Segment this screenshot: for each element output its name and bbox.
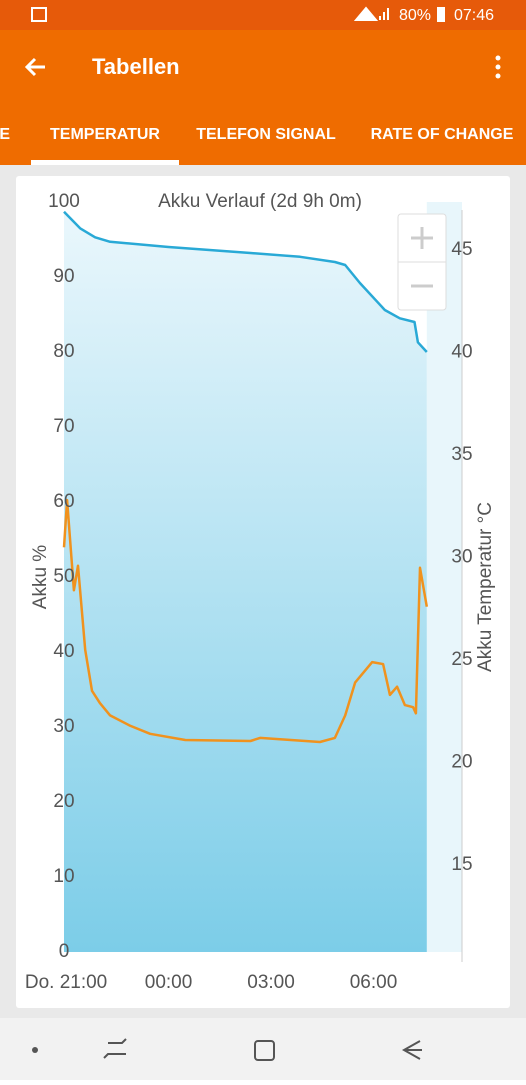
nav-back[interactable] bbox=[401, 1040, 422, 1060]
app-title: Tabellen bbox=[92, 54, 180, 79]
y-tick-label: 0 bbox=[59, 941, 70, 962]
future-band bbox=[426, 202, 462, 952]
y2-tick-label: 20 bbox=[451, 752, 472, 773]
x-tick-label: Do. 21:00 bbox=[25, 972, 107, 993]
y2-tick-label: 35 bbox=[451, 444, 472, 465]
back-button[interactable] bbox=[24, 57, 45, 77]
battery-percent: 80% bbox=[399, 7, 431, 24]
battery-icon bbox=[437, 7, 445, 22]
y2-tick-label: 25 bbox=[451, 649, 472, 670]
nav-home[interactable] bbox=[254, 1040, 275, 1061]
line bbox=[62, 498, 429, 744]
x-tick-label: 03:00 bbox=[247, 972, 295, 993]
tab[interactable]: TELEFON SIGNAL bbox=[196, 126, 336, 143]
y2-axis-label: Akku Temperatur °C bbox=[475, 502, 496, 672]
y-tick-label: 10 bbox=[53, 866, 74, 887]
tab[interactable]: RATE OF CHANGE bbox=[371, 126, 514, 143]
x-tick-label: 00:00 bbox=[145, 972, 193, 993]
x-tick-label: 06:00 bbox=[350, 972, 398, 993]
menu-button[interactable] bbox=[495, 55, 501, 79]
nav-dot[interactable] bbox=[32, 1047, 38, 1053]
clock: 07:46 bbox=[454, 7, 494, 24]
zoom-in[interactable] bbox=[411, 227, 433, 249]
status-bar bbox=[0, 0, 526, 30]
y-tick-label: 70 bbox=[53, 416, 74, 437]
area bbox=[64, 211, 427, 953]
tab-indicator bbox=[31, 160, 179, 165]
nav-bar bbox=[0, 1018, 526, 1080]
y2-tick-label: 30 bbox=[451, 547, 472, 568]
line bbox=[63, 210, 428, 353]
zoom-control bbox=[397, 213, 447, 311]
y2-tick-label: 15 bbox=[451, 854, 472, 875]
chart: 0 10 20 30 40 50 60 70 80 90 100 15 20 25 30 35 40 45 Do. … bbox=[25, 191, 473, 993]
y-tick-label: 30 bbox=[53, 716, 74, 737]
y-tick-label: 80 bbox=[53, 341, 74, 362]
y2-tick-label: 45 bbox=[451, 239, 472, 260]
y2-tick-label: 40 bbox=[451, 342, 472, 363]
chart-title: Akku Verlauf (2d 9h 0m) bbox=[158, 191, 362, 212]
y-tick-label: 60 bbox=[53, 491, 74, 512]
y-tick-label: 40 bbox=[53, 641, 74, 662]
y-tick-label: 20 bbox=[53, 791, 74, 812]
app-bar bbox=[0, 30, 526, 165]
gallery-icon bbox=[31, 7, 47, 22]
nav-recent[interactable] bbox=[103, 1038, 127, 1059]
tab[interactable]: E bbox=[0, 126, 10, 143]
y-tick-label: 50 bbox=[53, 566, 74, 587]
y-axis-label: Akku % bbox=[30, 545, 51, 610]
y-tick-label: 100 bbox=[48, 191, 80, 212]
y-tick-label: 90 bbox=[53, 266, 74, 287]
signal-icon bbox=[353, 6, 389, 21]
tab[interactable]: TEMPERATUR bbox=[50, 126, 160, 143]
